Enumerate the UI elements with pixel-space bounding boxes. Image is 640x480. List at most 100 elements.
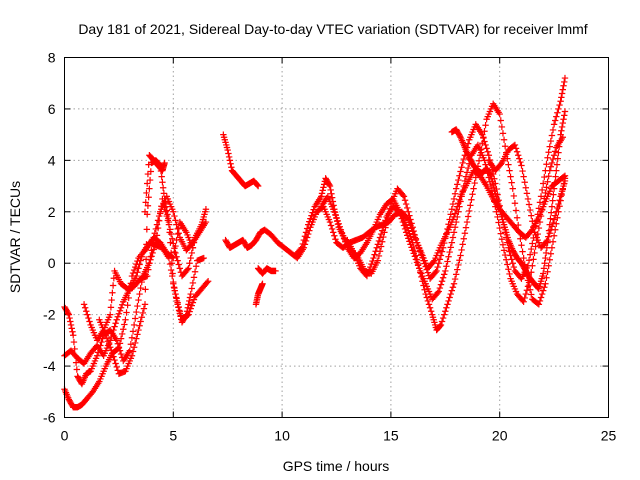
data-point-interp bbox=[401, 197, 409, 204]
data-point-interp bbox=[561, 78, 568, 86]
data-point-interp bbox=[402, 200, 410, 208]
data-point bbox=[511, 141, 519, 149]
data-point-interp bbox=[116, 307, 124, 314]
data-point-interp bbox=[171, 245, 178, 252]
data-point-interp bbox=[555, 105, 562, 113]
data-point bbox=[122, 316, 129, 323]
data-point-interp bbox=[536, 199, 544, 206]
data-point-interp bbox=[529, 262, 536, 269]
data-point bbox=[187, 290, 194, 298]
data-point-interp bbox=[559, 119, 567, 127]
data-point-interp bbox=[139, 309, 147, 317]
data-point-interp bbox=[534, 211, 541, 218]
data-point bbox=[433, 267, 440, 275]
data-point-interp bbox=[552, 173, 559, 180]
data-point-interp bbox=[109, 282, 117, 289]
data-point-interp bbox=[520, 173, 527, 180]
data-point-interp bbox=[490, 184, 498, 191]
data-point bbox=[113, 316, 120, 323]
data-point-interp bbox=[132, 263, 139, 271]
data-point bbox=[337, 226, 345, 233]
data-point bbox=[128, 272, 136, 280]
data-point-interp bbox=[449, 200, 457, 208]
data-point-interp bbox=[560, 82, 567, 89]
data-point-interp bbox=[176, 265, 184, 272]
data-point-interp bbox=[159, 184, 167, 191]
data-point-interp bbox=[72, 359, 80, 366]
data-point-interp bbox=[328, 194, 336, 201]
data-point-interp bbox=[441, 311, 448, 318]
data-point-interp bbox=[513, 148, 521, 155]
data-point bbox=[374, 257, 382, 264]
data-point-interp bbox=[468, 196, 475, 203]
data-point-interp bbox=[320, 184, 327, 191]
data-point-interp bbox=[117, 335, 125, 342]
data-point-interp bbox=[173, 294, 180, 301]
data-point-interp bbox=[528, 291, 535, 298]
data-point-interp bbox=[555, 143, 563, 150]
data-point-interp bbox=[339, 232, 347, 239]
data-point-interp bbox=[443, 263, 450, 270]
data-point-interp bbox=[408, 236, 415, 243]
y-tick-label: 0 bbox=[48, 255, 56, 271]
data-point-interp bbox=[70, 338, 78, 346]
data-point-interp bbox=[525, 257, 533, 264]
data-point-interp bbox=[137, 284, 144, 292]
data-point-interp bbox=[467, 202, 474, 209]
data-point-interp bbox=[97, 342, 104, 349]
data-point-interp bbox=[538, 206, 546, 214]
data-point-interp bbox=[479, 140, 486, 147]
x-tick-label: 0 bbox=[61, 428, 69, 444]
data-point-interp bbox=[553, 208, 560, 215]
data-point-interp bbox=[463, 169, 471, 176]
data-point bbox=[518, 162, 525, 169]
data-point-interp bbox=[546, 256, 553, 263]
data-point bbox=[476, 152, 484, 159]
series-trace-11 bbox=[291, 74, 569, 282]
data-point bbox=[537, 193, 545, 200]
data-point-interp bbox=[505, 266, 512, 273]
data-point-interp bbox=[520, 254, 527, 262]
data-point-interp bbox=[546, 230, 553, 237]
data-point-interp bbox=[482, 122, 489, 129]
data-point-interp bbox=[68, 325, 75, 332]
data-point-interp bbox=[443, 304, 450, 311]
data-point-interp bbox=[71, 345, 78, 353]
data-point bbox=[133, 308, 140, 316]
data-point-interp bbox=[142, 271, 149, 278]
data-point-interp bbox=[109, 289, 116, 296]
data-point-interp bbox=[374, 241, 382, 248]
data-point bbox=[174, 301, 181, 308]
data-point-interp bbox=[64, 310, 72, 317]
data-point bbox=[561, 108, 569, 115]
data-point-interp bbox=[437, 322, 444, 329]
data-point-interp bbox=[173, 221, 180, 228]
data-point-interp bbox=[406, 212, 413, 219]
data-point-interp bbox=[137, 318, 144, 325]
data-point-interp bbox=[432, 269, 439, 276]
data-point-interp bbox=[299, 240, 306, 248]
data-point bbox=[370, 254, 377, 262]
data-point-interp bbox=[535, 224, 543, 232]
data-point-interp bbox=[531, 249, 538, 257]
data-point bbox=[500, 247, 508, 254]
data-point-interp bbox=[472, 174, 479, 181]
data-point-interp bbox=[327, 186, 334, 194]
data-point bbox=[80, 301, 88, 308]
data-point-interp bbox=[108, 296, 115, 304]
data-point-interp bbox=[309, 209, 316, 216]
data-point bbox=[437, 321, 445, 329]
data-point bbox=[546, 167, 553, 174]
data-point-interp bbox=[381, 220, 388, 227]
data-point-interp bbox=[163, 207, 170, 214]
data-point-interp bbox=[130, 344, 138, 351]
data-point-interp bbox=[540, 180, 547, 187]
plot-frame bbox=[64, 57, 609, 418]
data-point-interp bbox=[558, 94, 565, 101]
data-point bbox=[259, 280, 266, 287]
data-point-interp bbox=[499, 241, 507, 248]
data-point bbox=[407, 216, 414, 223]
data-point-interp bbox=[436, 256, 444, 263]
data-point-interp bbox=[542, 254, 549, 262]
data-point bbox=[448, 239, 456, 246]
